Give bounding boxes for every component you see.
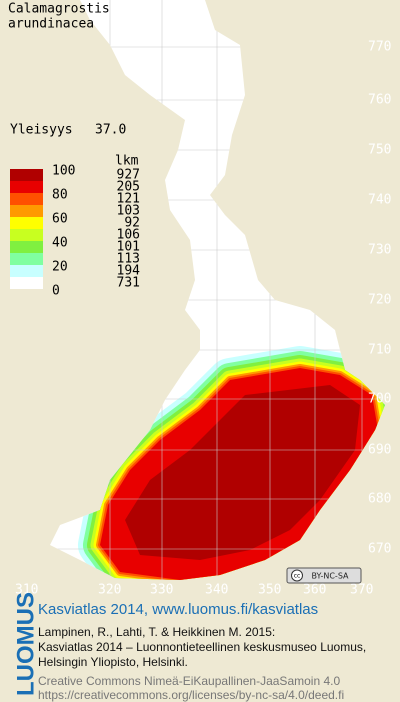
title: Calamagrostis <box>8 2 110 17</box>
license-badge: cc BY-NC-SA <box>286 567 362 584</box>
x-label: 330 <box>150 583 173 598</box>
legend-scale: 100 <box>52 164 75 179</box>
legend-count: 106 <box>117 228 140 243</box>
core <box>125 385 360 560</box>
x-label: 370 <box>350 583 373 598</box>
legend-count: 103 <box>117 204 140 219</box>
distribution <box>78 346 385 580</box>
legend-count: 205 <box>117 180 140 195</box>
x-label: 350 <box>258 583 281 598</box>
x-label: 320 <box>98 583 121 598</box>
legend-swatch <box>10 253 43 265</box>
logo-text: LUOMUS <box>12 592 36 696</box>
svg-text:cc: cc <box>294 573 301 580</box>
y-label: 700 <box>368 392 391 407</box>
legend-scale: 20 <box>52 260 68 275</box>
y-label: 770 <box>368 40 391 55</box>
legend-swatch <box>10 265 43 277</box>
citation: Kasviatlas 2014 – Luonnontieteellinen ke… <box>38 640 367 654</box>
legend-swatch <box>10 181 43 193</box>
legend-count: 92 <box>124 216 140 231</box>
legend-count: 194 <box>117 264 141 279</box>
legend-count: 927 <box>117 168 140 183</box>
x-label: 360 <box>303 583 326 598</box>
license: https://creativecommons.org/licenses/by-… <box>38 688 345 702</box>
y-label: 760 <box>368 93 391 108</box>
y-label: 690 <box>368 443 391 458</box>
y-label: 750 <box>368 143 391 158</box>
legend-count: 113 <box>117 252 140 267</box>
legend-swatch <box>10 217 43 229</box>
y-label: 720 <box>368 293 391 308</box>
logo: LUOMUS <box>12 592 36 696</box>
legend-swatch <box>10 169 43 181</box>
legend-count: 731 <box>117 276 140 291</box>
legend-count: 121 <box>117 192 140 207</box>
legend-swatch <box>10 229 43 241</box>
license-badge-text: BY-NC-SA <box>311 572 349 581</box>
legend-scale: 0 <box>52 284 60 299</box>
license: Creative Commons Nimeä-EiKaupallinen-Jaa… <box>38 674 341 688</box>
footer-headline: Kasviatlas 2014, www.luomus.fi/kasviatla… <box>38 601 319 618</box>
x-label: 340 <box>205 583 228 598</box>
citation: Lampinen, R., Lahti, T. & Heikkinen M. 2… <box>38 625 276 639</box>
frequency-value: 37.0 <box>95 123 126 138</box>
map: cc BY-NC-SA 770 760 750 740 730 720 710 700 690 6… <box>8 0 391 598</box>
legend-swatch <box>10 205 43 217</box>
frequency-label: Yleisyys <box>10 123 73 138</box>
legend-header: lkm <box>115 154 139 169</box>
legend-scale: 40 <box>52 236 68 251</box>
y-label: 730 <box>368 243 391 258</box>
y-label: 740 <box>368 193 391 208</box>
y-label: 710 <box>368 343 391 358</box>
title: arundinacea <box>8 17 94 32</box>
legend-swatch <box>10 277 43 289</box>
legend-scale: 80 <box>52 188 68 203</box>
legend-scale: 60 <box>52 212 68 227</box>
y-label: 670 <box>368 542 391 557</box>
legend-swatch <box>10 193 43 205</box>
citation: Helsingin Yliopisto, Helsinki. <box>38 655 188 669</box>
legend-swatch <box>10 241 43 253</box>
y-label: 680 <box>368 492 391 507</box>
legend-count: 101 <box>117 240 140 255</box>
x-label: 310 <box>15 583 38 598</box>
